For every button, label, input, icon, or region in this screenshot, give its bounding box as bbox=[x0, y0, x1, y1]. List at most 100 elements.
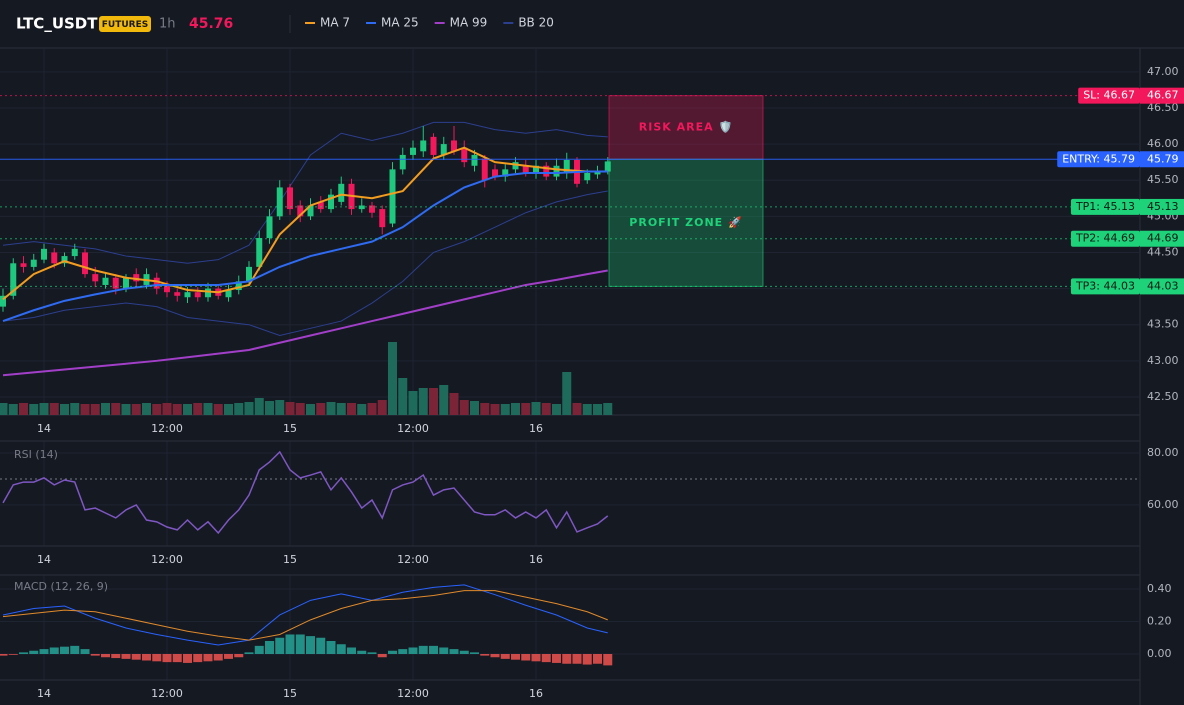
candle-body bbox=[133, 274, 140, 282]
histogram-bar bbox=[316, 637, 326, 654]
volume-bar bbox=[357, 404, 367, 415]
histogram-bar bbox=[418, 645, 428, 654]
y-tick-label: 42.50 bbox=[1147, 390, 1179, 403]
candle-body bbox=[82, 252, 88, 275]
volume-bar bbox=[152, 404, 162, 415]
volume-bar bbox=[275, 400, 285, 415]
candle-body bbox=[369, 205, 375, 213]
volume-bar bbox=[101, 403, 110, 415]
volume-bar bbox=[234, 403, 244, 415]
level-label: TP2: 44.69 bbox=[1075, 232, 1135, 245]
candle-body bbox=[276, 187, 283, 217]
price-tag: 45.79 bbox=[1147, 152, 1179, 165]
volume-bar bbox=[408, 391, 418, 415]
legend-label: BB 20 bbox=[518, 16, 554, 30]
candle-body bbox=[184, 292, 191, 298]
histogram-bar bbox=[162, 653, 172, 663]
panel-title: RSI (14) bbox=[14, 448, 58, 461]
volume-bar bbox=[398, 378, 408, 415]
candle-body bbox=[533, 165, 539, 173]
candle-body bbox=[522, 165, 529, 173]
volume-bar bbox=[388, 342, 397, 415]
volume-bar bbox=[0, 403, 8, 415]
volume-bar bbox=[439, 385, 449, 415]
candle-body bbox=[235, 281, 242, 291]
y-tick-label: 47.00 bbox=[1147, 65, 1179, 78]
y-tick-label: 43.50 bbox=[1147, 318, 1179, 331]
x-tick-label: 12:00 bbox=[151, 553, 183, 566]
volume-bar bbox=[60, 404, 69, 415]
histogram-bar bbox=[408, 647, 418, 654]
volume-bar bbox=[316, 403, 326, 415]
histogram-bar bbox=[49, 647, 59, 654]
candle-body bbox=[194, 292, 201, 298]
histogram-bar bbox=[142, 653, 151, 661]
histogram-bar bbox=[429, 645, 438, 654]
volume-bar bbox=[162, 403, 172, 415]
volume-bar bbox=[531, 402, 541, 415]
histogram-bar bbox=[306, 636, 315, 654]
volume-bar bbox=[121, 404, 131, 415]
x-tick-label: 12:00 bbox=[397, 553, 429, 566]
volume-bar bbox=[521, 403, 531, 415]
volume-bar bbox=[367, 403, 377, 415]
candle-body bbox=[492, 169, 498, 177]
candle-body bbox=[553, 165, 560, 177]
histogram-bar bbox=[449, 649, 459, 654]
candle-body bbox=[389, 169, 396, 224]
price-tag-bg bbox=[1140, 151, 1184, 168]
volume-bar bbox=[336, 403, 346, 415]
zone bbox=[608, 158, 764, 287]
price-tag-bg bbox=[1140, 278, 1184, 295]
y-tick-label: 46.50 bbox=[1147, 101, 1179, 114]
volume-bar bbox=[429, 388, 438, 415]
candle-body bbox=[594, 171, 601, 175]
histogram-bar bbox=[470, 652, 479, 654]
candle-body bbox=[123, 277, 129, 289]
histogram-bar bbox=[582, 653, 592, 665]
x-tick-label: 15 bbox=[283, 553, 297, 566]
candle-body bbox=[502, 169, 509, 177]
level-label-bg bbox=[1057, 151, 1140, 168]
x-tick-label: 16 bbox=[529, 422, 543, 435]
volume-bar bbox=[490, 404, 500, 415]
histogram-bar bbox=[111, 653, 121, 659]
candle-body bbox=[430, 136, 437, 155]
histogram-bar bbox=[490, 653, 500, 658]
ma-line bbox=[2, 146, 608, 301]
volume-bar bbox=[80, 404, 90, 415]
histogram-bar bbox=[80, 649, 90, 654]
zone-label: PROFIT ZONE 🚀 bbox=[629, 216, 742, 229]
volume-bar bbox=[39, 403, 49, 415]
volume-bar bbox=[213, 404, 223, 415]
volume-bar bbox=[193, 403, 203, 415]
volume-bar bbox=[203, 403, 213, 415]
volume-bar bbox=[254, 398, 264, 415]
histogram-bar bbox=[531, 653, 541, 662]
volume-bar bbox=[326, 402, 336, 415]
legend-label: MA 7 bbox=[320, 16, 350, 30]
candle-body bbox=[20, 263, 27, 267]
y-tick-label: 0.40 bbox=[1147, 582, 1172, 595]
candle-body bbox=[0, 295, 6, 307]
candle-body bbox=[30, 259, 37, 267]
histogram-bar bbox=[70, 645, 80, 654]
y-tick-label: 0.20 bbox=[1147, 614, 1172, 627]
candle-body bbox=[61, 256, 68, 264]
x-tick-label: 14 bbox=[37, 422, 51, 435]
volume-bar bbox=[142, 403, 151, 415]
histogram-bar bbox=[203, 653, 213, 662]
histogram-bar bbox=[29, 650, 39, 654]
candle-body bbox=[399, 154, 406, 170]
level-label: TP1: 45.13 bbox=[1075, 200, 1135, 213]
x-tick-label: 16 bbox=[529, 687, 543, 700]
histogram-bar bbox=[224, 653, 233, 659]
volume-bar bbox=[470, 401, 479, 415]
volume-bar bbox=[265, 401, 274, 415]
volume-bar bbox=[70, 403, 80, 415]
candle-body bbox=[205, 288, 211, 298]
candle-body bbox=[266, 216, 273, 239]
volume-bar bbox=[562, 372, 572, 415]
